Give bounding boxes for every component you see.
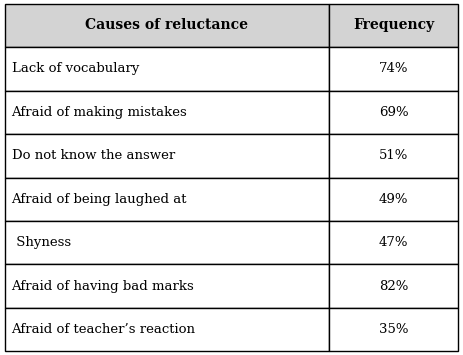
- Text: Afraid of being laughed at: Afraid of being laughed at: [12, 193, 187, 206]
- Text: 82%: 82%: [379, 280, 408, 293]
- Text: 74%: 74%: [379, 62, 408, 75]
- Bar: [329, 308, 458, 351]
- Text: 51%: 51%: [379, 149, 408, 162]
- Text: 47%: 47%: [379, 236, 408, 249]
- Text: 35%: 35%: [379, 323, 408, 336]
- Bar: [5, 134, 329, 178]
- Bar: [5, 221, 329, 264]
- Bar: [5, 47, 329, 91]
- Bar: [5, 91, 329, 134]
- Bar: [329, 264, 458, 308]
- Text: Do not know the answer: Do not know the answer: [12, 149, 175, 162]
- Bar: [5, 308, 329, 351]
- Text: Afraid of teacher’s reaction: Afraid of teacher’s reaction: [12, 323, 195, 336]
- Bar: [5, 4, 329, 47]
- Bar: [329, 221, 458, 264]
- Bar: [329, 91, 458, 134]
- Bar: [329, 4, 458, 47]
- Text: Shyness: Shyness: [12, 236, 71, 249]
- Bar: [329, 47, 458, 91]
- Text: 69%: 69%: [379, 106, 408, 119]
- Bar: [329, 134, 458, 178]
- Text: Afraid of having bad marks: Afraid of having bad marks: [12, 280, 194, 293]
- Text: 49%: 49%: [379, 193, 408, 206]
- Text: Lack of vocabulary: Lack of vocabulary: [12, 62, 139, 75]
- Bar: [5, 178, 329, 221]
- Text: Frequency: Frequency: [353, 18, 434, 32]
- Text: Causes of reluctance: Causes of reluctance: [85, 18, 248, 32]
- Bar: [329, 178, 458, 221]
- Bar: [5, 264, 329, 308]
- Text: Afraid of making mistakes: Afraid of making mistakes: [12, 106, 188, 119]
